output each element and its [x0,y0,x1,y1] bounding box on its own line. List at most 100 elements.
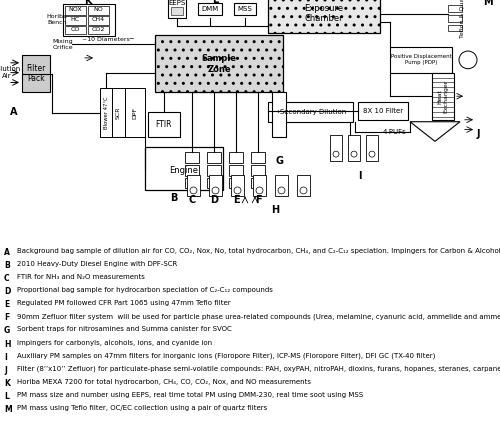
Bar [88,16,109,25]
Bar [155,35,283,92]
Text: ~10 Diameters─: ~10 Diameters─ [82,37,134,42]
Text: Filter (8’’x10’’ Zefluor) for particulate-phase semi-volatile compounds: PAH, ox: Filter (8’’x10’’ Zefluor) for particulat… [17,366,500,372]
Text: G: G [4,326,10,335]
Bar [65,16,86,25]
Bar [88,26,109,34]
Text: C: C [4,274,10,283]
Bar [198,3,222,15]
Text: M: M [483,0,493,7]
Text: Dilution
Air: Dilution Air [0,66,20,79]
Text: Regulated PM followed CFR Part 1065 using 47mm Teflo filter: Regulated PM followed CFR Part 1065 usin… [17,300,231,306]
Text: L: L [4,392,9,401]
Bar [297,175,310,196]
Bar [448,15,462,22]
Text: Teflon & Quartz: Teflon & Quartz [460,0,464,38]
Bar [390,47,452,72]
Text: Exposure
Chamber: Exposure Chamber [304,4,344,23]
Text: K: K [4,379,10,388]
Bar [229,152,243,163]
Bar [330,135,342,161]
Text: EEPS: EEPS [168,0,186,6]
Text: Background bag sample of dilution air for CO, CO₂, Nox, No, total hydrocarbon, C: Background bag sample of dilution air fo… [17,248,500,254]
Text: E: E [4,300,9,309]
Text: PM mass size and number using EEPS, real time total PM using DMM-230, real time : PM mass size and number using EEPS, real… [17,392,363,398]
Bar [171,7,183,15]
Bar [207,178,221,188]
Bar [448,5,462,12]
Bar [234,3,256,15]
Bar [268,0,380,33]
Bar [275,175,288,196]
Text: Pump (PDP): Pump (PDP) [405,60,437,66]
Bar [253,175,266,196]
Bar [432,72,454,120]
Bar [366,135,378,161]
Bar [63,4,115,36]
Bar [100,89,112,138]
Text: 4-PUFs: 4-PUFs [383,128,407,135]
Text: Heat
Exchanger: Heat Exchanger [438,79,448,113]
Bar [207,165,221,176]
Text: B: B [170,193,177,203]
Text: D: D [210,195,218,205]
Text: C: C [188,195,196,205]
Bar [168,0,186,18]
Text: HC: HC [70,17,80,22]
Bar [229,165,243,176]
Bar [251,152,265,163]
Text: PM mass using Teflo filter, OC/EC collection using a pair of quartz filters: PM mass using Teflo filter, OC/EC collec… [17,405,267,411]
Text: Impingers for carbonyls, alcohols, ions, and cyanide ion: Impingers for carbonyls, alcohols, ions,… [17,339,212,345]
Bar [22,55,50,92]
Text: F: F [254,195,262,205]
Text: G: G [275,156,283,166]
Text: 2010 Heavy-Duty Diesel Engine with DPF-SCR: 2010 Heavy-Duty Diesel Engine with DPF-S… [17,261,177,267]
Bar [185,165,199,176]
Text: Filter
Pack: Filter Pack [26,64,46,83]
Text: Positive Displacement: Positive Displacement [390,54,452,59]
Text: D: D [4,287,10,296]
Text: Auxiliary PM samples on 47mm filters for inorganic ions (Floropore Filter), ICP-: Auxiliary PM samples on 47mm filters for… [17,352,436,359]
Text: H: H [271,205,279,215]
Bar [229,178,243,188]
Text: →Secondary Dilution: →Secondary Dilution [274,109,346,115]
Text: L: L [212,0,218,5]
Bar [65,6,86,15]
Text: F: F [4,313,9,322]
Text: Proportional bag sample for hydrocarbon speciation of C₂-C₁₂ compounds: Proportional bag sample for hydrocarbon … [17,287,273,293]
Text: Engine: Engine [170,166,198,175]
Text: FTIR for NH₃ and N₂O measurements: FTIR for NH₃ and N₂O measurements [17,274,145,280]
Text: CO: CO [70,27,80,32]
Text: M: M [4,405,12,414]
Text: J: J [4,366,7,375]
Bar [348,135,360,161]
Text: Blower 47°C: Blower 47°C [104,97,108,129]
Text: MSS: MSS [238,6,252,12]
Text: NO: NO [93,7,103,12]
Text: B: B [4,261,10,270]
Bar [88,6,109,15]
Text: I: I [4,352,7,362]
Bar [112,89,125,138]
Text: Horiba MEXA 7200 for total hydrocarbon, CH₄, CO, CO₂, Nox, and NO measurements: Horiba MEXA 7200 for total hydrocarbon, … [17,379,311,385]
Text: CH4: CH4 [92,17,104,22]
Text: Mixing
Orifice: Mixing Orifice [52,39,74,49]
Text: SCR: SCR [116,107,120,119]
Text: NOX: NOX [68,7,82,12]
Text: CO2: CO2 [92,27,104,32]
Bar [268,102,353,122]
Bar [209,175,222,196]
Bar [448,25,462,31]
Text: DPF: DPF [132,107,138,119]
Text: 90mm Zefluor filter system  will be used for particle phase urea-related compoun: 90mm Zefluor filter system will be used … [17,313,500,320]
Text: Sample
Zone: Sample Zone [202,54,236,73]
Bar [187,175,200,196]
Text: DMM: DMM [202,6,218,12]
Bar [185,152,199,163]
Bar [207,152,221,163]
Bar [231,175,244,196]
Text: K: K [84,0,92,6]
Bar [251,178,265,188]
Bar [272,92,286,138]
Text: A: A [10,107,18,117]
Text: A: A [4,248,10,257]
